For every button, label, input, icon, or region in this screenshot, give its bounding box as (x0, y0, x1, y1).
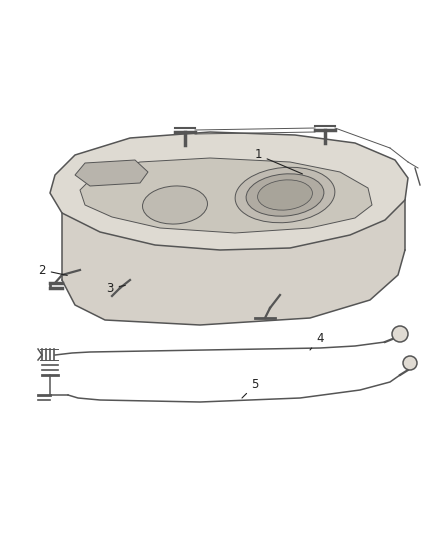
Ellipse shape (246, 174, 324, 216)
Polygon shape (75, 160, 148, 186)
Polygon shape (50, 132, 408, 325)
Text: 2: 2 (38, 263, 67, 277)
Text: 3: 3 (106, 281, 125, 295)
Circle shape (403, 356, 417, 370)
Polygon shape (50, 132, 408, 250)
Polygon shape (80, 158, 372, 233)
Ellipse shape (235, 167, 335, 223)
Ellipse shape (258, 180, 312, 210)
Text: 5: 5 (242, 378, 259, 398)
Text: 4: 4 (310, 332, 324, 350)
Ellipse shape (142, 186, 208, 224)
Text: 1: 1 (254, 149, 303, 174)
Circle shape (392, 326, 408, 342)
